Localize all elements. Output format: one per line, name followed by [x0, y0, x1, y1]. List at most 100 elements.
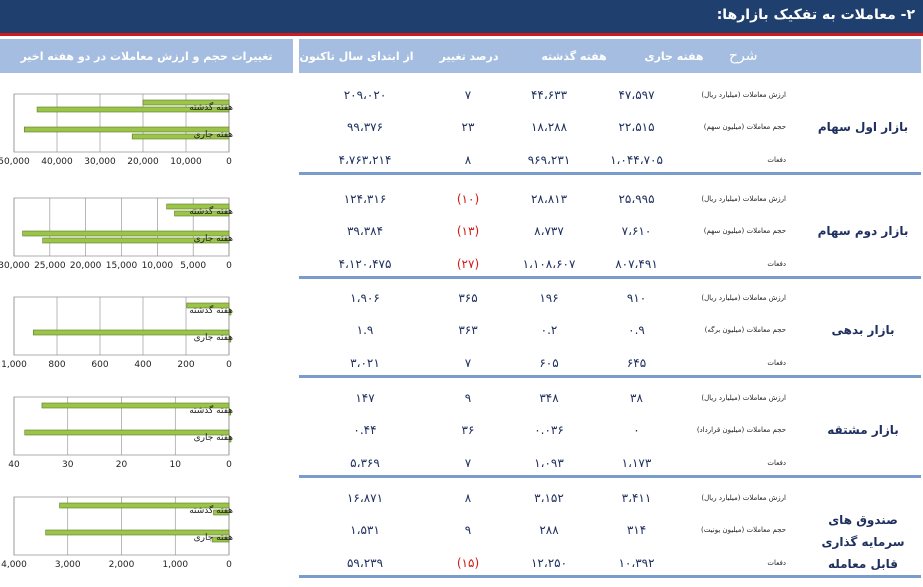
value-pct-change: ۹	[464, 523, 472, 537]
tick-label: 40,000	[41, 157, 73, 167]
value-current: ۷،۶۱۰	[621, 224, 652, 238]
bar	[211, 536, 230, 543]
tick-label: 2,000	[109, 560, 135, 570]
bar	[36, 106, 230, 113]
value-pct-change: ۸	[464, 153, 472, 167]
value-last: ۴۴،۶۳۳	[530, 88, 568, 102]
bar	[42, 237, 230, 244]
market-name: بازار مشتقه	[827, 423, 899, 437]
row-label: دفعات	[767, 260, 786, 268]
table-header: از ابتدای سال تاکنون درصد تغییر هفته گذش…	[299, 39, 921, 73]
row-label: دفعات	[767, 459, 786, 467]
row-label: ارزش معاملات (میلیارد ریال)	[701, 394, 786, 402]
value-last: ۱۲،۲۵۰	[530, 556, 568, 570]
category-label: هفته گذشته	[189, 101, 233, 113]
tick-label: 30	[62, 460, 74, 470]
value-current: ۲۲،۵۱۵	[618, 120, 655, 134]
bar	[213, 509, 230, 516]
value-pct-change: ۳۶۳	[458, 323, 478, 337]
value-ytd: ۵،۳۶۹	[350, 456, 380, 470]
value-last: ۳۴۸	[539, 391, 559, 405]
tick-label: 10,000	[142, 261, 174, 271]
category-label: هفته جاری	[194, 333, 234, 343]
bar	[142, 99, 230, 106]
section-divider	[299, 172, 921, 175]
value-current: ۱،۱۷۳	[621, 456, 652, 470]
value-ytd: ۴،۱۲۰،۴۷۵	[338, 257, 392, 271]
tick-label: 0	[226, 460, 232, 470]
tick-label: 20,000	[70, 261, 102, 271]
value-pct-change: ۲۳	[461, 120, 475, 134]
market-name: صندوق های سرمایه گذاری قابل معامله	[821, 513, 905, 571]
bar	[24, 126, 230, 133]
row-label: ارزش معاملات (میلیارد ریال)	[701, 195, 786, 203]
bar-chart: 40 30 20 10 0 هفته گذشته هفته جاری	[0, 393, 293, 479]
value-pct-change: ۷	[464, 356, 472, 370]
value-pct-change: (۱۰)	[456, 192, 480, 206]
value-ytd: ۳۹،۳۸۴	[346, 224, 384, 238]
bar	[24, 429, 230, 436]
value-ytd: ۳،۰۲۱	[350, 356, 380, 370]
value-last: ۹۶۹،۲۳۱	[527, 153, 571, 167]
value-current: ۸۰۷،۴۹۱	[615, 257, 658, 271]
row-label: دفعات	[767, 156, 786, 164]
value-last: ۰.۲	[540, 323, 558, 337]
tick-label: 1,000	[1, 360, 27, 370]
header-last: هفته گذشته	[541, 49, 607, 63]
value-current: ۳،۴۱۱	[621, 491, 652, 505]
value-pct-change: (۲۷)	[456, 257, 480, 271]
value-ytd: ۵۹،۲۳۹	[346, 556, 384, 570]
section-divider	[299, 375, 921, 378]
market-name: بازار اول سهام	[817, 120, 909, 134]
tick-label: 5,000	[180, 261, 206, 271]
bar	[228, 409, 232, 416]
value-ytd: ۱۲۴،۳۱۶	[343, 192, 387, 206]
value-pct-change: (۱۵)	[456, 556, 480, 570]
row-label: ارزش معاملات (میلیارد ریال)	[701, 91, 786, 99]
value-ytd: ۱.۹	[356, 323, 374, 337]
bar	[131, 133, 230, 140]
header-ytd: از ابتدای سال تاکنون	[299, 49, 414, 63]
value-ytd: ۹۹،۳۷۶	[346, 120, 384, 134]
tick-label: 10,000	[170, 157, 202, 167]
tick-label: 30,000	[84, 157, 116, 167]
row-label: حجم معاملات (میلیون برگه)	[704, 326, 786, 334]
tick-label: 600	[91, 360, 108, 370]
value-last: ۲۸،۸۱۳	[530, 192, 568, 206]
value-current: ۴۷،۵۹۷	[618, 88, 655, 102]
tick-label: 10	[170, 460, 182, 470]
value-last: ۰.۰۳۶	[534, 423, 564, 437]
value-current: ۱،۰۴۴،۷۰۵	[610, 153, 663, 167]
value-pct-change: ۳۶	[461, 423, 475, 437]
tick-label: 25,000	[34, 261, 66, 271]
value-current: ۲۵،۹۹۵	[618, 192, 655, 206]
value-last: ۱،۰۹۳	[534, 456, 564, 470]
value-pct-change: (۱۳)	[456, 224, 480, 238]
bar	[186, 302, 230, 309]
row-label: ارزش معاملات (میلیارد ریال)	[701, 294, 786, 302]
row-label: حجم معاملات (میلیون یونیت)	[701, 526, 786, 534]
value-current: ۱۰،۳۹۲	[618, 556, 655, 570]
value-last: ۲۸۸	[539, 523, 559, 537]
value-last: ۸،۷۳۷	[534, 224, 564, 238]
tick-label: 0	[226, 261, 232, 271]
tick-label: 40	[8, 460, 20, 470]
category-label: هفته جاری	[194, 433, 234, 443]
category-label: هفته جاری	[194, 234, 234, 244]
bar	[45, 529, 230, 536]
bar-chart: 30,000 25,000 20,000 15,000 10,000 5,000 0 هفته…	[0, 194, 293, 280]
value-pct-change: ۷	[464, 88, 472, 102]
value-current: ۰.۹	[628, 323, 645, 337]
market-name: بازار دوم سهام	[817, 224, 909, 238]
value-ytd: ۲۰۹،۰۲۰	[343, 88, 387, 102]
value-last: ۳،۱۵۲	[534, 491, 564, 505]
value-pct-change: ۹	[464, 391, 472, 405]
value-current: ۳۸	[630, 391, 643, 405]
chart-header: تغییرات حجم و ارزش معاملات در دو هفته اخ…	[0, 39, 293, 73]
value-ytd: ۴،۷۶۳،۲۱۴	[338, 153, 392, 167]
value-last: ۱۸،۲۸۸	[530, 120, 568, 134]
chart-header-label: تغییرات حجم و ارزش معاملات در دو هفته اخ…	[20, 49, 273, 63]
value-current: ۳۱۴	[626, 523, 647, 537]
bar-chart: 1,000 800 600 400 200 0 هفته گذشته هفته جاری	[0, 293, 293, 379]
bar-chart: 50,000 40,000 30,000 20,000 10,000 0 هفته گذشت…	[0, 90, 293, 176]
